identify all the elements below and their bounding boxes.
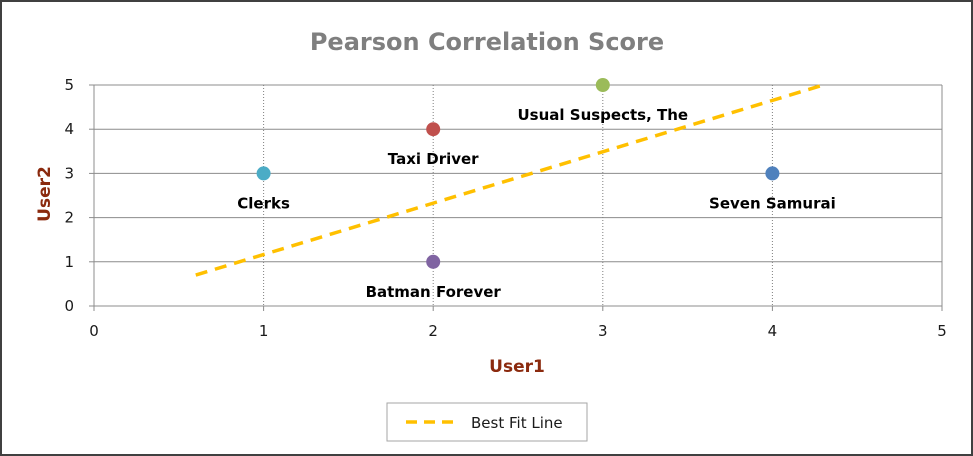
x-tick-label: 2 — [428, 322, 438, 340]
legend-entry-best-fit-line: Best Fit Line — [471, 414, 563, 432]
y-tick-label: 2 — [64, 209, 74, 227]
axis-layer: 0 1 2 3 4 5 0 1 2 3 4 5 — [64, 76, 946, 340]
y-tick-label: 1 — [64, 253, 74, 271]
y-tick-label: 5 — [64, 76, 74, 94]
data-point-label: Seven Samurai — [709, 194, 836, 212]
x-tick-label: 5 — [937, 322, 947, 340]
data-point-label: Clerks — [237, 194, 290, 212]
x-tick-label: 3 — [598, 322, 608, 340]
fit-line-layer — [195, 83, 824, 277]
y-tick-label: 0 — [64, 297, 74, 315]
chart-title: Pearson Correlation Score — [310, 28, 664, 56]
legend-box — [386, 402, 588, 442]
point-layer — [256, 78, 780, 269]
x-axis-title: User1 — [489, 357, 545, 377]
data-point-label: Batman Forever — [366, 283, 502, 301]
y-axis-title: User2 — [35, 166, 55, 222]
data-point-label: Usual Suspects, The — [518, 106, 689, 124]
x-tick-label: 0 — [89, 322, 99, 340]
x-tick-label: 1 — [259, 322, 269, 340]
y-tick-label: 4 — [64, 120, 74, 138]
data-point — [595, 78, 610, 92]
data-point — [765, 166, 780, 181]
data-point — [426, 254, 441, 269]
legend: Best Fit Line — [386, 402, 588, 442]
best-fit-line — [195, 83, 824, 277]
y-tick-label: 3 — [64, 164, 74, 182]
point-label-layer: Clerks Taxi Driver Batman Forever Usual Sus… — [237, 106, 835, 301]
grid-layer — [94, 84, 943, 306]
data-point — [426, 122, 441, 137]
data-point-label: Taxi Driver — [388, 150, 479, 168]
x-tick-label: 4 — [768, 322, 778, 340]
data-point — [256, 166, 271, 181]
